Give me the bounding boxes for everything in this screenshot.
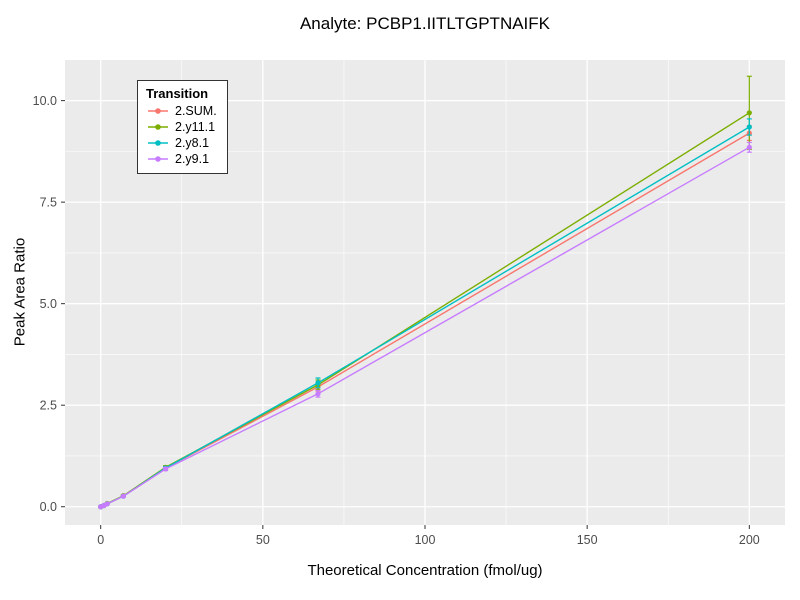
legend-item-label: 2.y11.1: [175, 120, 216, 134]
legend-item-2-y8-1: 2.y8.1: [146, 135, 217, 151]
svg-text:100: 100: [415, 533, 436, 547]
svg-text:5.0: 5.0: [40, 297, 57, 311]
legend-items: 2.SUM. 2.y11.1 2.y8.1 2.y9.1: [146, 103, 217, 167]
svg-text:0: 0: [97, 533, 104, 547]
svg-text:7.5: 7.5: [40, 196, 57, 210]
svg-text:10.0: 10.0: [33, 94, 57, 108]
legend-key-icon: [148, 156, 168, 162]
svg-text:0.0: 0.0: [40, 500, 57, 514]
legend-item-2-sum: 2.SUM.: [146, 103, 217, 119]
legend-item-2-y11-1: 2.y11.1: [146, 119, 217, 135]
svg-text:150: 150: [577, 533, 598, 547]
legend-item-label: 2.y9.1: [175, 152, 210, 166]
legend-item-label: 2.SUM.: [175, 104, 217, 118]
legend-key-icon: [148, 108, 168, 114]
svg-text:50: 50: [256, 533, 270, 547]
legend-item-label: 2.y8.1: [175, 136, 210, 150]
chart-title: Analyte: PCBP1.IITLTGPTNAIFK: [299, 14, 551, 33]
legend-item-2-y9-1: 2.y9.1: [146, 151, 217, 167]
x-axis-label: Theoretical Concentration (fmol/ug): [307, 562, 543, 579]
svg-text:200: 200: [739, 533, 760, 547]
legend-key-icon: [148, 124, 168, 130]
svg-text:2.5: 2.5: [40, 399, 57, 413]
legend: Transition 2.SUM. 2.y11.1 2.y8.1 2.y9.1: [137, 80, 228, 174]
y-axis-label: Peak Area Ratio: [11, 237, 29, 347]
legend-title: Transition: [146, 86, 209, 101]
legend-key-icon: [148, 140, 168, 146]
